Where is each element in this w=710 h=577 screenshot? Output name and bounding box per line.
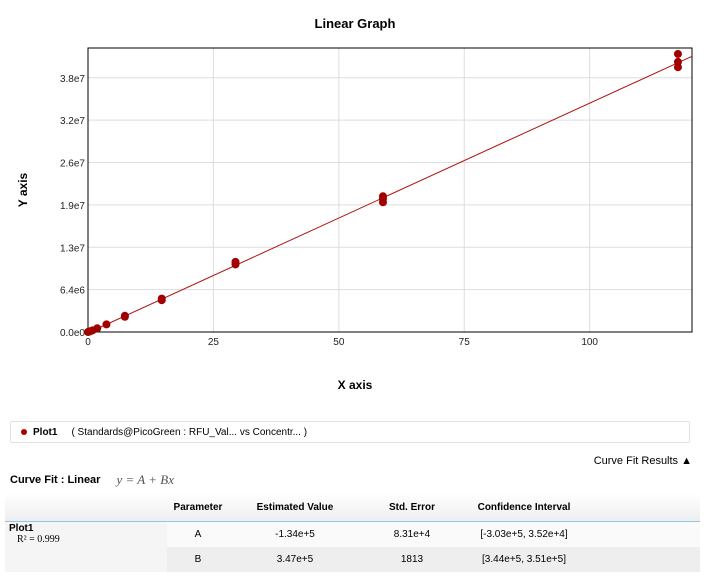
col-header-plot — [5, 493, 167, 522]
curve-fit-results-toggle[interactable]: Curve Fit Results ▲ — [593, 455, 692, 467]
x-axis-label: X axis — [338, 378, 373, 392]
x-tick-label: 100 — [581, 337, 598, 348]
std-error-cell: 8.31e+4 — [361, 521, 463, 547]
std-error-cell: 1813 — [361, 547, 463, 572]
legend-description: ( Standards@PicoGreen : RFU_Val... vs Co… — [71, 426, 308, 438]
plot-cell: Plot1 R² = 0.999 — [5, 521, 167, 572]
x-tick-label: 0 — [85, 337, 91, 348]
r-squared: R² = 0.999 — [17, 534, 60, 545]
data-point — [120, 311, 129, 320]
col-header-confidence: Confidence Interval — [463, 493, 585, 522]
data-point — [157, 294, 166, 303]
data-point — [231, 257, 240, 266]
param-cell: A — [167, 521, 229, 547]
y-tick-label: 3.2e7 — [60, 116, 85, 127]
y-tick-label: 3.8e7 — [60, 74, 85, 85]
estimate-cell: 3.47e+5 — [229, 547, 361, 572]
x-tick-label: 50 — [333, 337, 345, 348]
y-axis-label: Y axis — [16, 172, 30, 207]
col-header-parameter: Parameter — [167, 493, 229, 522]
x-tick-label: 25 — [208, 337, 220, 348]
table-row: B 3.47e+5 1813 [3.44e+5, 3.51e+5] — [5, 547, 700, 572]
fit-line — [89, 55, 693, 333]
y-tick-label: 6.4e6 — [60, 286, 85, 297]
data-point — [102, 320, 111, 329]
data-point — [673, 57, 682, 66]
fit-results-table: Parameter Estimated Value Std. Error Con… — [5, 493, 700, 572]
data-point — [673, 49, 682, 58]
confidence-cell: [3.44e+5, 3.51e+5] — [463, 547, 585, 572]
chart: 0 25 50 75 100 0.0e0 6.4e6 1.3e7 1.9e7 2.6e7 3.2e7… — [16, 16, 693, 392]
curve-fit-title: Curve Fit : Linear y = A + Bx — [10, 472, 174, 488]
chart-title: Linear Graph — [315, 16, 396, 31]
x-tick-label: 75 — [459, 337, 471, 348]
plot-name: Plot1 — [9, 523, 34, 534]
curve-fit-label: Curve Fit : Linear — [10, 474, 101, 486]
y-tick-label: 0.0e0 — [60, 328, 85, 339]
data-point — [378, 192, 387, 201]
y-tick-label: 1.9e7 — [60, 201, 85, 212]
legend-series-name: Plot1 — [33, 426, 58, 438]
estimate-cell: -1.34e+5 — [229, 521, 361, 547]
curve-fit-equation: y = A + Bx — [116, 472, 174, 487]
legend[interactable]: Plot1 ( Standards@PicoGreen : RFU_Val...… — [10, 421, 690, 443]
confidence-cell: [-3.03e+5, 3.52e+4] — [463, 521, 585, 547]
col-header-estimate: Estimated Value — [229, 493, 361, 522]
y-tick-label: 2.6e7 — [60, 159, 85, 170]
col-header-std-error: Std. Error — [361, 493, 463, 522]
table-row: Plot1 R² = 0.999 A -1.34e+5 8.31e+4 [-3.… — [5, 521, 700, 572]
y-tick-label: 1.3e7 — [60, 243, 85, 254]
param-cell: B — [167, 547, 229, 572]
plot-area-border — [87, 47, 693, 333]
series-marker-icon — [21, 429, 27, 435]
data-point — [93, 324, 102, 333]
